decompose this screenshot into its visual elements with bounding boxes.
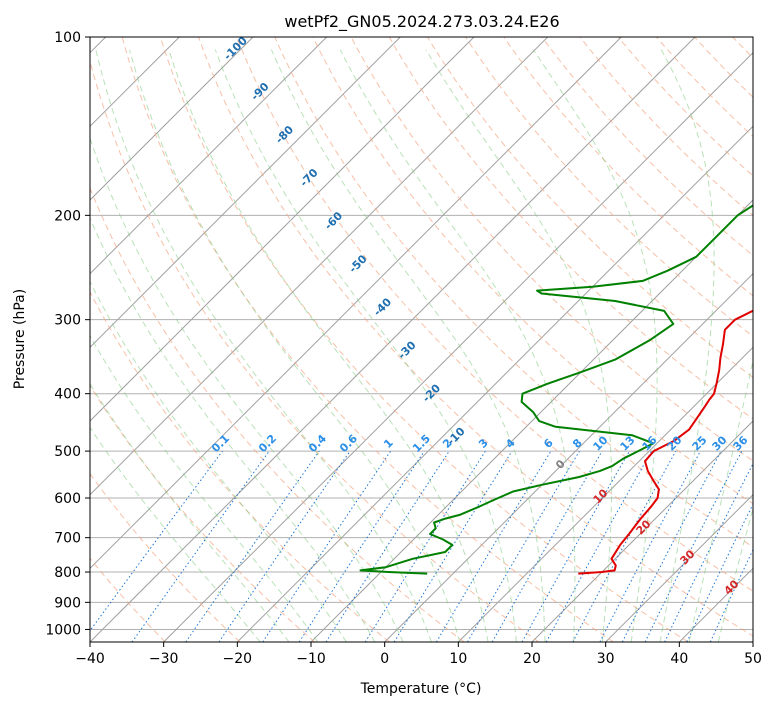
dry-adiabat [90, 59, 540, 642]
x-tick-label: 20 [523, 651, 541, 667]
isotherm-line [90, 37, 401, 349]
x-tick-label: −20 [223, 651, 253, 667]
isotherm-line [531, 420, 753, 642]
isotherm-line [90, 37, 254, 201]
moist-adiabat [688, 358, 753, 642]
dry-adiabat [90, 291, 390, 642]
dry-adiabat [388, 37, 753, 420]
isotherm-line [90, 37, 475, 422]
mixing-ratio-line [218, 450, 351, 642]
moist-adiabat [90, 280, 347, 642]
moist-adiabat [425, 49, 613, 642]
isotherm-line [163, 51, 753, 642]
y-tick-label: 700 [54, 531, 81, 547]
y-tick-label: 1000 [45, 622, 81, 638]
isotherm-line [605, 493, 753, 642]
mixing-ratio-line [521, 450, 630, 642]
mixing-ratio-line [325, 450, 450, 642]
temperature-profile-line [578, 309, 753, 575]
y-tick-label: 900 [54, 595, 81, 611]
x-tick-label: 0 [380, 651, 389, 667]
x-tick-label: −10 [296, 651, 326, 667]
moist-adiabat [90, 426, 261, 642]
dry-adiabat [121, 37, 614, 642]
isotherm-line [310, 199, 753, 642]
moist-adiabat [168, 49, 489, 642]
mixing-ratio-line [664, 462, 753, 642]
isotherm-line [384, 272, 753, 642]
isotherm-line [457, 346, 753, 642]
y-tick-label: 600 [54, 491, 81, 507]
x-tick-label: 50 [744, 651, 762, 667]
background-lines [90, 37, 753, 642]
moist-adiabat [339, 49, 576, 642]
mixing-ratio-line [393, 450, 513, 642]
moist-adiabat [717, 506, 753, 642]
dry-adiabat [350, 37, 753, 462]
x-tick-label: 10 [449, 651, 467, 667]
dry-adiabat [159, 37, 689, 642]
moist-adiabat [90, 334, 319, 642]
x-tick-label: −30 [149, 651, 179, 667]
y-tick-label: 300 [54, 313, 81, 329]
y-axis: 100 200 300 400 500 600 700 800 900 1000 [45, 30, 90, 638]
isotherm-line [90, 37, 622, 570]
y-axis-title: Pressure (hPa) [12, 289, 28, 389]
plot-frame [89, 36, 754, 643]
mixing-ratio-line [185, 450, 320, 642]
mixing-ratio-line [131, 450, 270, 642]
x-axis-title: Temperature (°C) [360, 681, 482, 697]
dry-adiabat [198, 37, 753, 637]
x-tick-label: 30 [597, 651, 615, 667]
isotherm-line [236, 125, 753, 642]
dry-adiabat [236, 37, 753, 592]
isotherm-line [90, 37, 696, 642]
dry-adiabat [503, 37, 753, 297]
moist-adiabat [214, 49, 517, 642]
moist-adiabat [129, 49, 461, 642]
moist-adiabat [532, 49, 658, 642]
mixing-ratio-line [262, 450, 392, 642]
x-tick-label: 40 [670, 651, 688, 667]
moist-adiabat [90, 382, 290, 642]
dry-adiabat [90, 384, 316, 642]
moist-adiabat [90, 136, 404, 642]
y-tick-label: 800 [54, 565, 81, 581]
mixing-ratio-line [644, 450, 743, 642]
y-tick-label: 100 [54, 30, 81, 46]
mixing-ratio-line [90, 450, 223, 632]
moist-adiabat [95, 49, 432, 642]
dry-adiabat [465, 37, 753, 338]
moist-adiabat [659, 49, 715, 642]
dry-adiabat [312, 37, 753, 505]
mixing-ratio-line [298, 450, 425, 642]
mixing-ratio-line [545, 450, 653, 642]
dry-adiabat [90, 472, 241, 642]
y-tick-label: 400 [54, 387, 81, 403]
series-layer [359, 204, 753, 575]
y-tick-label: 500 [54, 444, 81, 460]
x-axis: −40 −30 −20 −10 0 10 20 30 40 50 [75, 642, 762, 667]
x-tick-label: −40 [75, 651, 105, 667]
y-tick-label: 200 [54, 208, 81, 224]
isotherm-line [90, 37, 549, 496]
dry-adiabat [90, 186, 465, 642]
dewpoint-profile-line [359, 204, 753, 575]
dry-adiabat [274, 37, 753, 548]
chart-title: wetPf2_GN05.2024.273.03.24.E26 [284, 12, 559, 32]
isotherm-line [90, 37, 328, 275]
